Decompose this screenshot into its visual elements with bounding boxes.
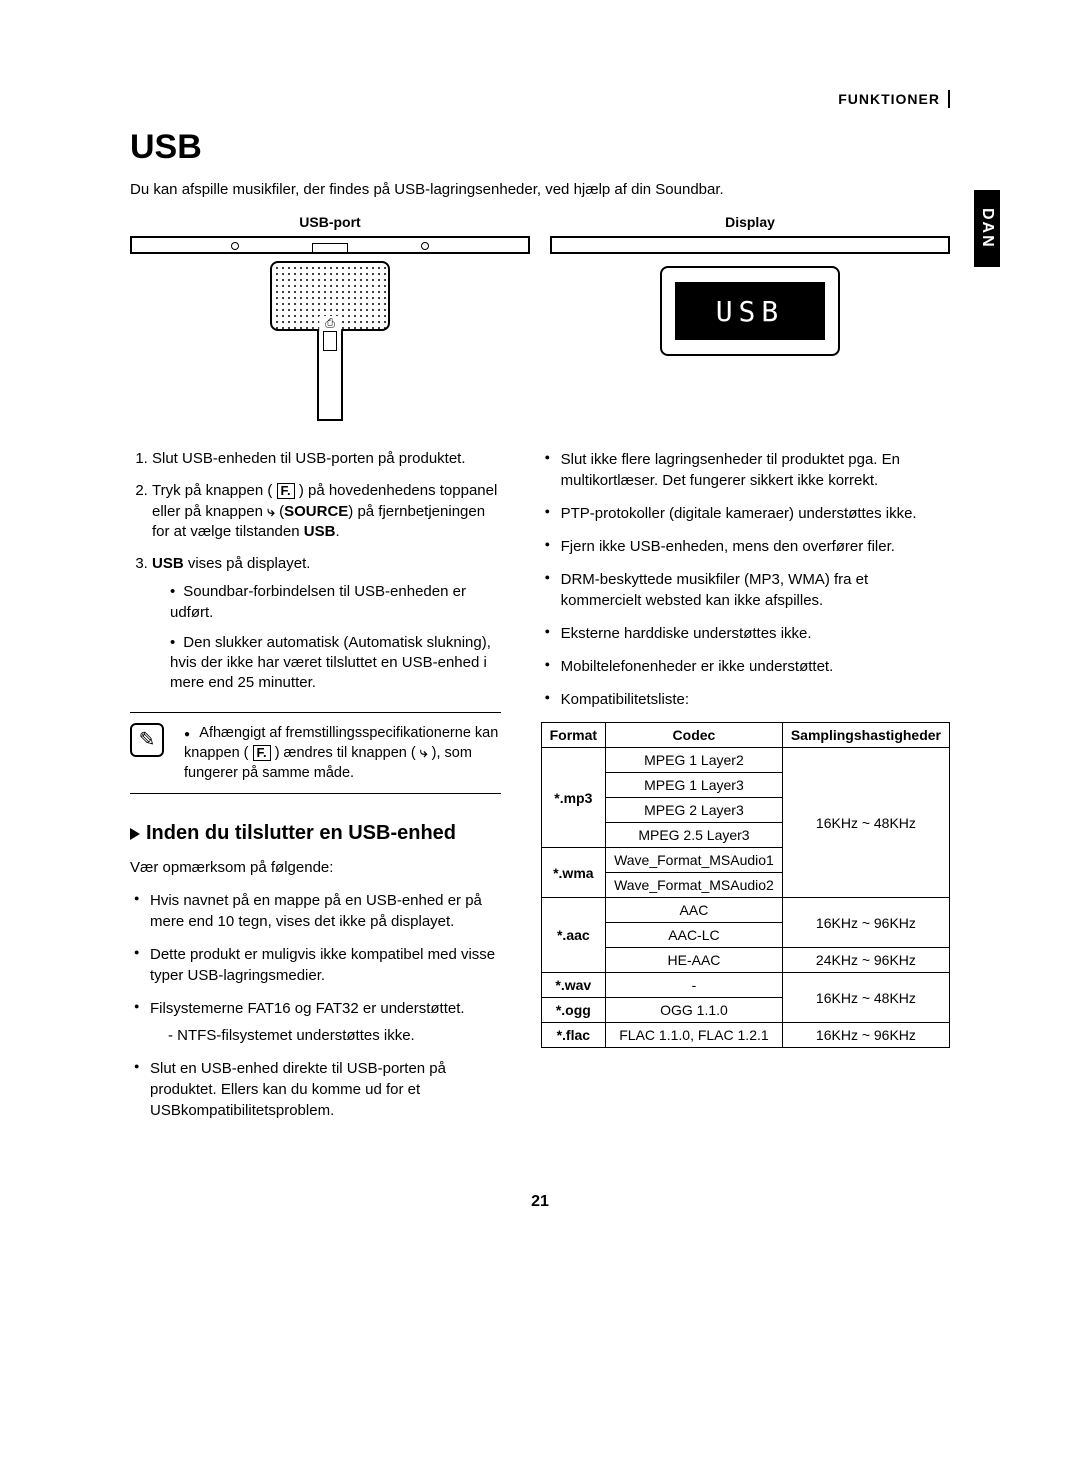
step2-e: . bbox=[335, 523, 339, 540]
wav-format: *.wav bbox=[541, 973, 605, 998]
left-bullets: Hvis navnet på en mappe på en USB-enhed … bbox=[130, 890, 501, 1121]
left-b1: Hvis navnet på en mappe på en USB-enhed … bbox=[134, 890, 501, 932]
note-box: ✎ Afhængigt af fremstillingsspecifikatio… bbox=[130, 712, 501, 795]
left-b3-dash1: NTFS-filsystemet understøttes ikke. bbox=[168, 1025, 501, 1046]
source-arrow-icon: ⤷ bbox=[267, 502, 275, 521]
subhead: Inden du tilslutter en USB-enhed bbox=[130, 822, 501, 845]
right-bullets: Slut ikke flere lagringsenheder til prod… bbox=[541, 449, 950, 710]
sample-48: 16KHz ~ 48KHz bbox=[782, 748, 949, 898]
flac-sample: 16KHz ~ 96KHz bbox=[782, 1023, 949, 1048]
th-format: Format bbox=[541, 723, 605, 748]
display-text: USB bbox=[675, 282, 825, 340]
left-b3: Filsystemerne FAT16 og FAT32 er understø… bbox=[134, 998, 501, 1046]
flac-format: *.flac bbox=[541, 1023, 605, 1048]
aac-c1: AAC-LC bbox=[606, 923, 783, 948]
aac-c0: AAC bbox=[606, 898, 783, 923]
usb-stick-graphic bbox=[317, 331, 343, 421]
language-side-tab: DAN bbox=[974, 190, 1000, 267]
th-codec: Codec bbox=[606, 723, 783, 748]
function-button-icon-2: F. bbox=[253, 745, 271, 761]
wma-format: *.wma bbox=[541, 848, 605, 898]
aac-format: *.aac bbox=[541, 898, 605, 973]
preconnect-intro: Vær opmærksom på følgende: bbox=[130, 857, 501, 878]
mp3-c3: MPEG 2.5 Layer3 bbox=[606, 823, 783, 848]
mp3-c1: MPEG 1 Layer3 bbox=[606, 773, 783, 798]
step3-b: vises på displayet. bbox=[184, 555, 311, 572]
left-column: Slut USB-enheden til USB-porten på produ… bbox=[130, 449, 501, 1133]
intro-text: Du kan afspille musikfiler, der findes p… bbox=[130, 181, 950, 198]
mp3-c0: MPEG 1 Layer2 bbox=[606, 748, 783, 773]
right-b7: Kompatibilitetsliste: bbox=[545, 689, 950, 710]
wma-c0: Wave_Format_MSAudio1 bbox=[606, 848, 783, 873]
wma-c1: Wave_Format_MSAudio2 bbox=[606, 873, 783, 898]
mp3-format: *.mp3 bbox=[541, 748, 605, 848]
step3-usb-bold: USB bbox=[152, 555, 184, 572]
note-text: Afhængigt af fremstillingsspecifikatione… bbox=[178, 723, 501, 784]
left-b3-dash: NTFS-filsystemet understøttes ikke. bbox=[150, 1025, 501, 1046]
section-label: FUNKTIONER bbox=[838, 91, 940, 107]
wav-codec: - bbox=[606, 973, 783, 998]
step3-sub1: Soundbar-forbindelsen til USB-enheden er… bbox=[170, 582, 501, 623]
diagram-row: USB-port ⎙ Display USB bbox=[130, 214, 950, 421]
step-1: Slut USB-enheden til USB-porten på produ… bbox=[152, 449, 501, 469]
display-diagram: Display USB bbox=[550, 214, 950, 421]
step3-sublist: Soundbar-forbindelsen til USB-enheden er… bbox=[152, 582, 501, 693]
aac-sample1: 16KHz ~ 96KHz bbox=[782, 898, 949, 948]
flac-codec: FLAC 1.1.0, FLAC 1.2.1 bbox=[606, 1023, 783, 1048]
usb-port-diagram: USB-port ⎙ bbox=[130, 214, 530, 421]
step-3: USB vises på displayet. Soundbar-forbind… bbox=[152, 554, 501, 694]
note-icon: ✎ bbox=[130, 723, 164, 757]
compat-table: Format Codec Samplingshastigheder *.mp3 … bbox=[541, 722, 950, 1048]
left-b2: Dette produkt er muligvis ikke kompatibe… bbox=[134, 944, 501, 986]
usb-port-box-graphic bbox=[312, 243, 348, 253]
triangle-icon bbox=[130, 828, 140, 840]
mp3-c2: MPEG 2 Layer3 bbox=[606, 798, 783, 823]
subhead-text: Inden du tilslutter en USB-enhed bbox=[146, 822, 456, 844]
ogg-format: *.ogg bbox=[541, 998, 605, 1023]
wav-ogg-sample: 16KHz ~ 48KHz bbox=[782, 973, 949, 1023]
right-b2: PTP-protokoller (digitale kameraer) unde… bbox=[545, 503, 950, 524]
step2-a: Tryk på knappen ( bbox=[152, 482, 272, 499]
aac-sample2: 24KHz ~ 96KHz bbox=[782, 948, 949, 973]
right-b5: Eksterne harddiske understøttes ikke. bbox=[545, 623, 950, 644]
left-b3-text: Filsystemerne FAT16 og FAT32 er understø… bbox=[150, 1000, 465, 1017]
usb-symbol-icon: ⎙ bbox=[319, 316, 341, 331]
right-b1: Slut ikke flere lagringsenheder til prod… bbox=[545, 449, 950, 491]
steps-list: Slut USB-enheden til USB-porten på produ… bbox=[130, 449, 501, 694]
source-arrow-icon-2: ⤷ bbox=[420, 743, 428, 763]
right-column: Slut ikke flere lagringsenheder til prod… bbox=[541, 449, 950, 1133]
display-label: Display bbox=[550, 214, 950, 230]
step-2: Tryk på knappen ( F. ) på hovedenhedens … bbox=[152, 481, 501, 542]
header-divider bbox=[948, 90, 950, 108]
right-b6: Mobiltelefonenheder er ikke understøttet… bbox=[545, 656, 950, 677]
usb-bold: USB bbox=[304, 523, 336, 540]
aac-c2: HE-AAC bbox=[606, 948, 783, 973]
right-b3: Fjern ikke USB-enheden, mens den overfør… bbox=[545, 536, 950, 557]
page-title: USB bbox=[130, 128, 950, 167]
function-button-icon: F. bbox=[277, 483, 295, 499]
speaker-grid-graphic: ⎙ bbox=[270, 261, 390, 331]
right-b4: DRM-beskyttede musikfiler (MP3, WMA) fra… bbox=[545, 569, 950, 611]
page-number: 21 bbox=[130, 1193, 950, 1211]
ogg-codec: OGG 1.1.0 bbox=[606, 998, 783, 1023]
th-sample: Samplingshastigheder bbox=[782, 723, 949, 748]
source-bold: SOURCE bbox=[284, 503, 348, 520]
display-panel-graphic bbox=[550, 236, 950, 254]
usb-port-label: USB-port bbox=[130, 214, 530, 230]
step3-sub2: Den slukker automatisk (Automatisk slukn… bbox=[170, 633, 501, 694]
note-b: ) ændres til knappen ( bbox=[275, 745, 416, 761]
display-screen-graphic: USB bbox=[660, 266, 840, 356]
left-b4: Slut en USB-enhed direkte til USB-porten… bbox=[134, 1058, 501, 1121]
